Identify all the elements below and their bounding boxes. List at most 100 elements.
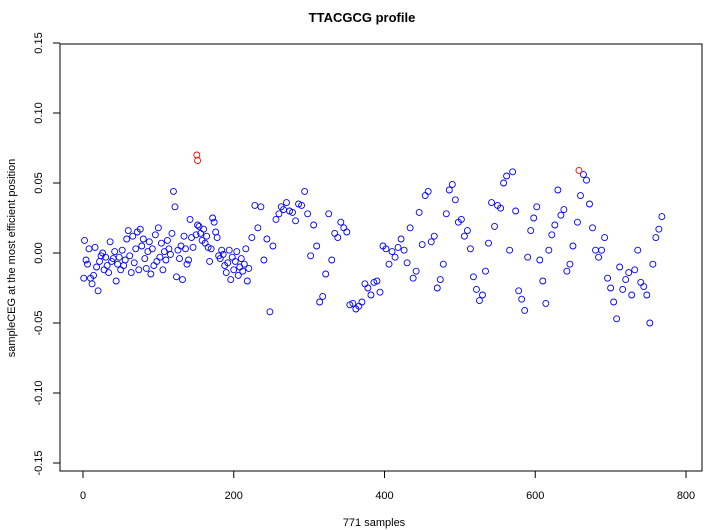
data-point bbox=[240, 260, 248, 268]
data-point bbox=[123, 235, 131, 243]
data-point bbox=[236, 263, 244, 271]
data-point bbox=[124, 227, 132, 235]
data-point bbox=[554, 186, 562, 194]
data-point bbox=[412, 267, 420, 275]
data-point bbox=[536, 256, 544, 264]
data-points bbox=[80, 151, 666, 327]
data-point bbox=[451, 196, 459, 204]
x-tick-label: 400 bbox=[375, 490, 393, 502]
data-point bbox=[106, 238, 114, 246]
data-point bbox=[129, 232, 137, 240]
data-point bbox=[148, 245, 156, 253]
data-point bbox=[500, 179, 508, 187]
data-point bbox=[135, 266, 143, 274]
data-point bbox=[257, 203, 265, 211]
data-point bbox=[415, 208, 423, 216]
data-point bbox=[275, 210, 283, 218]
data-point bbox=[382, 245, 390, 253]
data-point bbox=[551, 221, 559, 229]
data-point bbox=[445, 186, 453, 194]
data-point bbox=[485, 239, 492, 247]
data-point bbox=[325, 210, 333, 218]
data-point bbox=[491, 222, 498, 230]
data-point bbox=[218, 246, 226, 254]
data-point bbox=[263, 235, 271, 243]
data-point bbox=[622, 276, 630, 284]
data-point bbox=[159, 266, 167, 274]
plot-frame bbox=[59, 43, 703, 472]
data-point bbox=[557, 211, 565, 219]
data-point bbox=[115, 253, 123, 261]
data-point bbox=[90, 271, 98, 279]
data-point bbox=[337, 218, 345, 226]
data-point bbox=[111, 248, 119, 256]
data-point bbox=[334, 234, 342, 242]
data-point bbox=[527, 227, 535, 235]
data-point bbox=[93, 263, 101, 271]
data-point bbox=[331, 229, 339, 237]
data-point bbox=[166, 250, 174, 258]
data-point bbox=[388, 248, 396, 256]
data-point bbox=[180, 232, 188, 240]
data-point bbox=[102, 253, 110, 261]
data-point bbox=[130, 259, 138, 267]
x-tick-label: 800 bbox=[677, 490, 695, 502]
data-point bbox=[103, 262, 111, 270]
data-point bbox=[548, 231, 556, 239]
data-point bbox=[182, 245, 189, 253]
data-point bbox=[586, 200, 593, 208]
y-tick-label: -0.10 bbox=[33, 380, 45, 405]
data-point bbox=[174, 246, 182, 254]
x-tick-label: 600 bbox=[526, 490, 544, 502]
data-point bbox=[524, 253, 532, 261]
data-point bbox=[100, 266, 108, 274]
data-point bbox=[209, 214, 217, 222]
x-tick-label: 200 bbox=[225, 490, 243, 502]
data-point bbox=[162, 256, 170, 264]
data-point bbox=[283, 199, 290, 207]
data-point bbox=[84, 260, 91, 268]
data-point bbox=[242, 245, 250, 253]
data-point bbox=[391, 253, 399, 261]
data-point bbox=[469, 273, 477, 281]
data-point bbox=[479, 291, 486, 299]
data-point bbox=[237, 255, 245, 263]
data-point bbox=[105, 269, 113, 277]
data-point bbox=[203, 232, 211, 240]
data-point bbox=[266, 308, 274, 316]
data-point bbox=[243, 277, 251, 285]
data-point bbox=[433, 284, 441, 292]
data-point bbox=[439, 260, 447, 268]
data-point bbox=[144, 248, 152, 256]
data-point bbox=[173, 273, 180, 281]
data-point bbox=[139, 235, 147, 243]
data-point bbox=[436, 276, 444, 284]
data-point bbox=[213, 234, 221, 242]
data-point bbox=[560, 206, 568, 214]
data-point bbox=[126, 252, 134, 260]
data-point bbox=[272, 215, 280, 223]
data-point bbox=[640, 283, 648, 291]
data-point bbox=[248, 234, 256, 242]
data-point bbox=[132, 245, 140, 253]
data-point bbox=[604, 274, 612, 282]
data-point bbox=[94, 287, 102, 295]
data-point bbox=[171, 203, 179, 211]
data-point bbox=[289, 208, 296, 216]
data-point bbox=[421, 192, 429, 200]
data-point bbox=[637, 278, 645, 286]
data-point bbox=[595, 253, 603, 261]
data-point bbox=[403, 259, 411, 267]
data-point bbox=[418, 241, 426, 249]
data-point bbox=[569, 242, 577, 250]
data-point bbox=[298, 201, 306, 209]
data-point bbox=[82, 256, 90, 264]
data-point bbox=[91, 243, 99, 251]
data-point bbox=[189, 243, 197, 251]
data-point bbox=[400, 246, 408, 254]
data-point bbox=[157, 239, 165, 247]
data-point bbox=[652, 234, 660, 242]
data-point bbox=[185, 256, 192, 264]
data-point bbox=[610, 298, 618, 306]
data-point bbox=[509, 168, 517, 176]
